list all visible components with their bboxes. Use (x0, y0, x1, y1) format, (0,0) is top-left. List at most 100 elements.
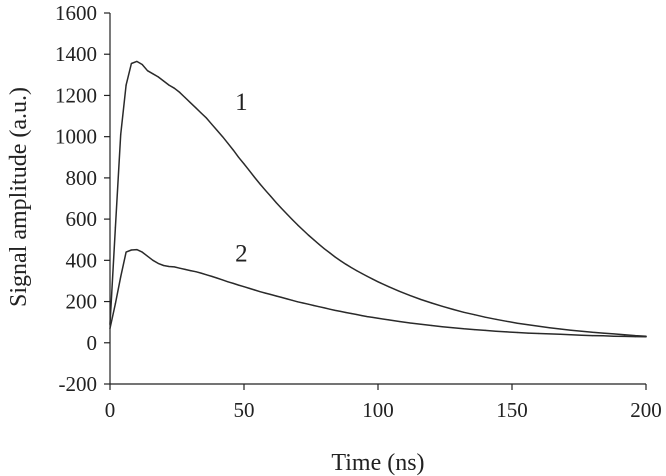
series-2-point (179, 267, 181, 269)
series-2-point (506, 331, 508, 333)
series-1-point (339, 260, 342, 262)
series-2-point (130, 249, 133, 251)
series-2-point (372, 316, 374, 319)
series-1-point (361, 272, 363, 275)
y-tick-label: 1600 (55, 1, 97, 25)
series-1-point (355, 270, 358, 272)
series-2-point (581, 334, 583, 336)
series-2-point (350, 312, 352, 315)
series-2-point (452, 327, 454, 329)
series-1-point (280, 207, 283, 209)
series-1-point (495, 318, 497, 320)
series-2-point (297, 301, 299, 303)
curve-label-1: 1 (235, 89, 248, 116)
series-2-point (216, 277, 218, 279)
series-2-point (302, 302, 304, 304)
series-2-point (591, 334, 594, 337)
y-tick-label: 0 (87, 331, 98, 355)
series-2-point (211, 275, 213, 278)
series-1-point (484, 316, 486, 318)
series-1-point (146, 70, 149, 72)
x-tick-label: 200 (630, 398, 662, 422)
series-1-line (109, 60, 647, 337)
y-tick-label: 200 (66, 290, 98, 314)
series-1-point (291, 218, 293, 221)
x-tick-label: 150 (496, 398, 528, 422)
series-2-point (323, 307, 325, 309)
series-1-point (248, 170, 250, 172)
series-1-point (125, 84, 127, 86)
series-2-point (280, 296, 283, 299)
series-2-point (441, 326, 443, 328)
series-1-point (329, 252, 331, 254)
x-axis-title: Time (ns) (331, 450, 424, 476)
series-1-point (227, 142, 229, 144)
series-1-point (591, 331, 594, 333)
series-1-point (570, 329, 572, 331)
annotation-layer: 12 (235, 89, 248, 267)
series-1-point (463, 311, 465, 313)
series-2-point (270, 293, 272, 296)
series-1-point (441, 305, 443, 307)
series-2-point (527, 332, 529, 334)
series-2-point (516, 331, 518, 334)
series-1-point (388, 286, 390, 288)
series-2-point (388, 319, 390, 321)
series-2-point (291, 299, 293, 301)
series-1-point (366, 275, 368, 278)
series-1-point (211, 123, 213, 125)
series-2-point (146, 255, 149, 257)
series-2-point (431, 324, 433, 327)
series-1-point (398, 290, 401, 292)
series-1-point (516, 322, 518, 324)
series-1-point (168, 84, 170, 86)
series-2-point (125, 251, 127, 253)
series-1-point (259, 183, 261, 185)
series-1-point (216, 129, 218, 132)
series-1-point (313, 239, 315, 241)
series-1-point (581, 330, 583, 332)
series-2-point (152, 259, 154, 261)
series-1-point (189, 102, 191, 104)
series-1-point (297, 224, 299, 226)
y-tick-label: 800 (66, 166, 98, 190)
series-1-point (232, 149, 234, 151)
series-1-point (452, 308, 454, 310)
series-2-point (307, 303, 309, 305)
series-2-point (623, 335, 626, 337)
series-2-point (120, 276, 122, 278)
series-2-point (334, 309, 336, 312)
series-2-point (157, 262, 159, 265)
series-1-point (114, 226, 116, 228)
series-2-point (409, 322, 411, 324)
series-1-point (270, 195, 272, 198)
series-2-point (227, 281, 229, 283)
y-tick-label: 1400 (55, 42, 97, 66)
series-1-point (372, 278, 374, 280)
series-2-point (559, 333, 561, 335)
series-2-point (184, 268, 186, 271)
series-2-point (398, 320, 401, 323)
series-2-point (163, 264, 165, 267)
series-2-point (377, 317, 379, 319)
y-tick-label: 400 (66, 248, 98, 272)
series-1-point (473, 314, 476, 316)
series-1-point (120, 134, 122, 136)
series-1-point (286, 213, 288, 215)
series-2-point (318, 306, 320, 308)
series-1-point (345, 263, 347, 265)
series-1-point (205, 117, 208, 119)
series-2-point (420, 323, 422, 325)
series-2-point (254, 289, 256, 291)
series-1-point (377, 281, 379, 283)
series-1-point (221, 136, 224, 138)
series-2-point (221, 279, 224, 281)
y-axis-title: Signal amplitude (a.u.) (6, 87, 32, 307)
series-1-point (200, 112, 202, 114)
series-2-point (613, 335, 615, 337)
series-1-point (275, 202, 277, 204)
series-1-point (350, 266, 352, 269)
series-2-point (361, 314, 363, 317)
